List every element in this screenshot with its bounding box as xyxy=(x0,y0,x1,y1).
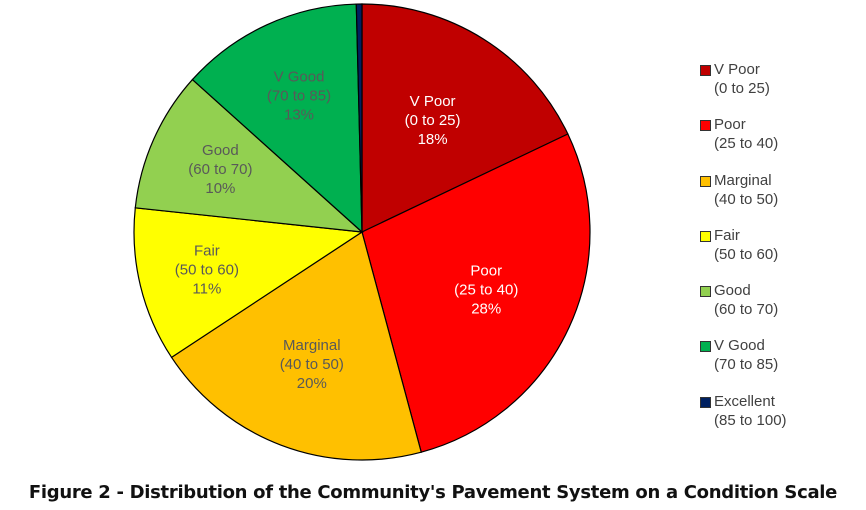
slice-label: 18% xyxy=(418,131,448,148)
legend-label: Excellent xyxy=(714,392,775,410)
slice-label: Marginal xyxy=(283,337,341,354)
legend-item-excellent: Excellent (85 to 100) xyxy=(700,392,860,447)
legend-swatch xyxy=(700,175,711,187)
legend-range: (50 to 60) xyxy=(714,245,779,263)
legend-item-v-good: V Good (70 to 85) xyxy=(700,336,860,391)
slice-label: 13% xyxy=(284,106,314,123)
legend-label: Good xyxy=(714,282,751,300)
pie-slice-marginal xyxy=(170,231,422,461)
pie-slice-fair xyxy=(133,207,364,359)
legend-range: (85 to 100) xyxy=(714,411,787,429)
slice-label: V Poor xyxy=(410,93,456,110)
legend-item-v-poor: V Poor (0 to 25) xyxy=(700,60,860,115)
slice-label: 20% xyxy=(297,375,327,392)
legend-range: (25 to 40) xyxy=(714,135,779,153)
pie-slice-v-poor xyxy=(361,3,569,233)
legend-label: V Good xyxy=(714,337,765,355)
legend-swatch xyxy=(700,230,711,242)
legend-swatch xyxy=(700,65,711,76)
pie-slice-poor xyxy=(361,133,591,453)
pie-slice-excellent xyxy=(355,3,363,233)
slice-label: V Good xyxy=(274,68,325,85)
legend-swatch xyxy=(700,396,711,408)
slice-label: (70 to 85) xyxy=(267,87,331,104)
slice-label: 10% xyxy=(205,180,235,197)
legend-item-fair: Fair (50 to 60) xyxy=(700,226,860,281)
figure-caption: Figure 2 - Distribution of the Community… xyxy=(28,482,838,503)
slice-label: (0 to 25) xyxy=(405,112,461,129)
legend-range: (0 to 25) xyxy=(714,80,770,97)
legend-label: V Poor xyxy=(714,61,760,78)
slice-label: Poor xyxy=(470,262,502,279)
legend: V Poor (0 to 25) Poor (25 to 40) Marginal(… xyxy=(700,60,860,447)
legend-item-good: Good (60 to 70) xyxy=(700,281,860,336)
legend-swatch xyxy=(700,286,711,298)
slice-label: (50 to 60) xyxy=(175,262,239,279)
legend-range: (40 to 50) xyxy=(714,190,779,208)
slice-label: 28% xyxy=(471,300,501,317)
slice-label: (25 to 40) xyxy=(454,281,518,298)
legend-item-poor: Poor (25 to 40) xyxy=(700,115,860,170)
slice-label: (40 to 50) xyxy=(280,356,344,373)
pie-chart: V Poor (0 to 25) 18% Poor (25 to 40) 28% Margi… xyxy=(133,3,591,461)
legend-label: Poor xyxy=(714,116,746,134)
legend-range: (70 to 85) xyxy=(714,356,779,374)
pie-slice-good xyxy=(134,78,364,233)
pie-slice-v-good xyxy=(191,3,363,234)
legend-label: Fair xyxy=(714,226,740,244)
slice-label: (60 to 70) xyxy=(188,161,252,178)
slice-label: Good xyxy=(202,142,239,159)
legend-swatch xyxy=(700,341,711,353)
legend-label: Marginal xyxy=(714,171,772,189)
legend-item-marginal: Marginal (40 to 50) xyxy=(700,171,860,226)
slice-label: 11% xyxy=(192,281,221,298)
slice-label: Fair xyxy=(194,243,220,260)
legend-range: (60 to 70) xyxy=(714,301,779,319)
legend-swatch xyxy=(700,120,711,132)
